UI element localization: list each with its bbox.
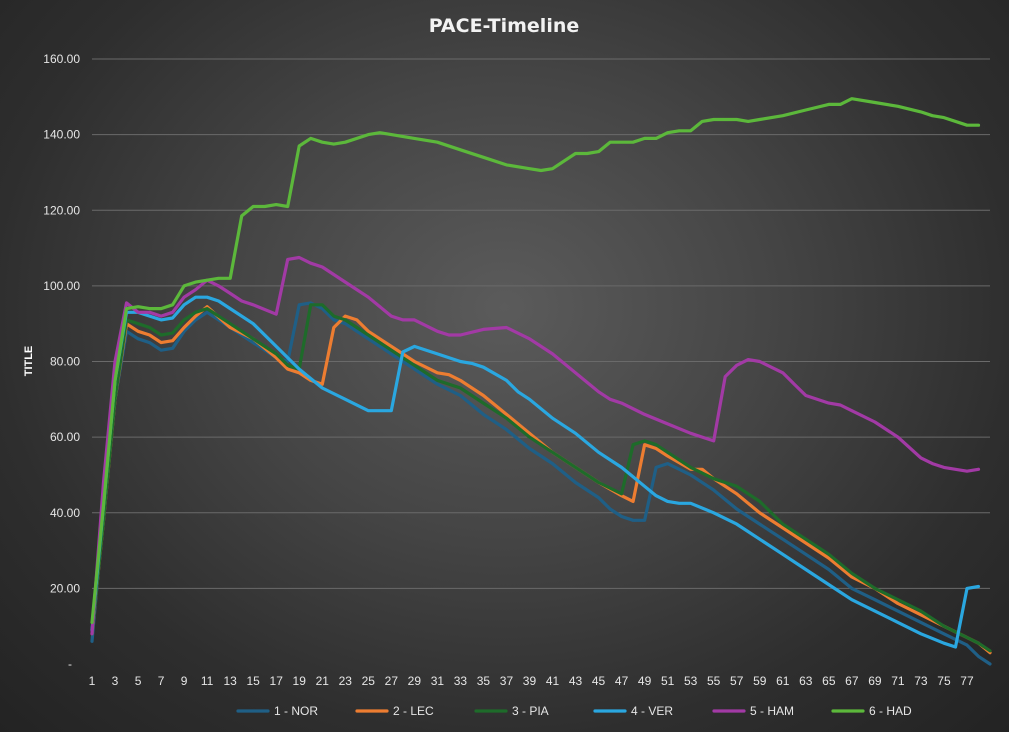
x-tick-label: 1 — [89, 674, 96, 688]
series-line-2 — [90, 305, 992, 655]
y-axis-ticks: - 20.00 40.00 60.00 80.00 100.00 120.00 140.00 1… — [43, 52, 80, 671]
y-tick-label: - — [68, 657, 72, 671]
legend-label: 5 - HAM — [750, 704, 794, 718]
x-tick-label: 47 — [615, 674, 629, 688]
x-tick-label: 31 — [431, 674, 445, 688]
x-tick-label: 33 — [454, 674, 468, 688]
series-line-5 — [90, 255, 981, 636]
x-tick-label: 25 — [362, 674, 376, 688]
x-tick-label: 45 — [592, 674, 606, 688]
legend-label: 3 - PIA — [512, 704, 549, 718]
x-tick-label: 19 — [293, 674, 307, 688]
x-tick-label: 13 — [223, 674, 237, 688]
x-tick-label: 43 — [569, 674, 583, 688]
legend-label: 4 - VER — [631, 704, 673, 718]
series-line-4 — [90, 295, 981, 649]
x-tick-label: 75 — [937, 674, 951, 688]
x-tick-label: 41 — [546, 674, 560, 688]
x-tick-label: 35 — [477, 674, 491, 688]
legend-label: 2 - LEC — [393, 704, 434, 718]
x-tick-label: 9 — [181, 674, 188, 688]
x-tick-label: 27 — [385, 674, 399, 688]
y-tick-label: 160.00 — [43, 52, 80, 66]
y-axis-label: TITLE — [23, 346, 35, 377]
x-tick-label: 39 — [523, 674, 537, 688]
x-tick-label: 17 — [270, 674, 284, 688]
x-tick-label: 51 — [661, 674, 675, 688]
series-line-3 — [90, 303, 992, 653]
legend-label: 1 - NOR — [274, 704, 318, 718]
x-tick-label: 3 — [112, 674, 119, 688]
x-tick-label: 53 — [684, 674, 698, 688]
y-tick-label: 20.00 — [50, 581, 80, 595]
x-axis-ticks: 1 3 5 7 9 11 13 15 17 19 21 23 25 27 29 31 33 35 37 39 41 43 4… — [89, 674, 974, 688]
x-tick-label: 59 — [753, 674, 767, 688]
y-tick-label: 80.00 — [50, 355, 80, 369]
x-tick-label: 55 — [707, 674, 721, 688]
x-tick-label: 23 — [339, 674, 353, 688]
x-tick-label: 67 — [845, 674, 859, 688]
y-tick-label: 40.00 — [50, 506, 80, 520]
gridlines — [92, 58, 990, 589]
x-tick-label: 15 — [246, 674, 260, 688]
x-tick-label: 65 — [822, 674, 836, 688]
x-tick-label: 11 — [201, 674, 214, 688]
y-tick-label: 60.00 — [50, 430, 80, 444]
x-tick-label: 73 — [914, 674, 928, 688]
x-tick-label: 21 — [316, 674, 330, 688]
x-tick-label: 5 — [135, 674, 142, 688]
x-tick-label: 49 — [638, 674, 652, 688]
x-tick-label: 37 — [500, 674, 514, 688]
x-tick-label: 63 — [799, 674, 813, 688]
series-line-1 — [90, 301, 992, 666]
chart-title: PACE-Timeline — [429, 15, 580, 37]
y-tick-label: 120.00 — [43, 203, 80, 217]
y-tick-label: 140.00 — [43, 128, 80, 142]
x-tick-label: 77 — [960, 674, 974, 688]
series-lines — [90, 97, 992, 666]
y-tick-label: 100.00 — [43, 279, 80, 293]
x-tick-label: 71 — [891, 674, 905, 688]
x-tick-label: 7 — [158, 674, 165, 688]
x-tick-label: 69 — [868, 674, 882, 688]
series-line-6 — [90, 97, 981, 624]
x-tick-label: 29 — [408, 674, 422, 688]
legend: 1 - NOR 2 - LEC 3 - PIA 4 - VER 5 - HAM 6 - H… — [236, 704, 912, 718]
x-tick-label: 61 — [776, 674, 790, 688]
legend-label: 6 - HAD — [869, 704, 912, 718]
x-tick-label: 57 — [730, 674, 744, 688]
